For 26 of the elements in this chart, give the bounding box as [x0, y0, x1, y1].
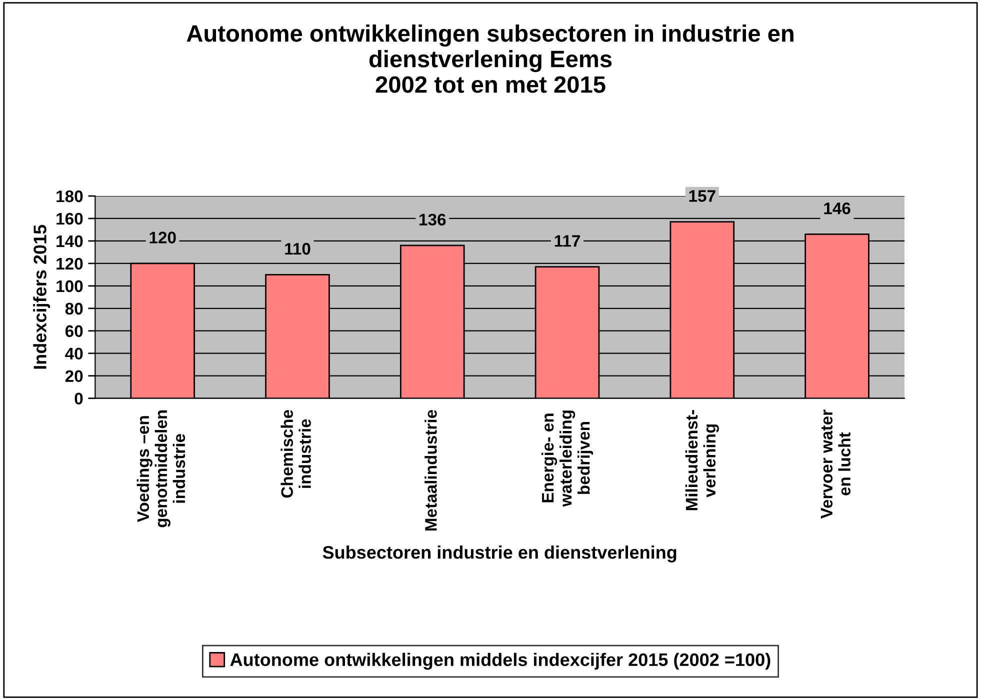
y-tick-label: 60 — [65, 325, 83, 338]
data-label: 117 — [554, 235, 580, 247]
data-label: 110 — [285, 242, 310, 255]
y-tick-label: 180 — [56, 190, 83, 202]
y-tick-label: 20 — [65, 370, 83, 382]
y-tick-label: 160 — [56, 212, 83, 225]
y-tick-label: 100 — [56, 280, 83, 292]
legend-label: Autonome ontwikkelingen middels indexcijfer 2015 (2002 =100) — [230, 652, 770, 670]
x-tick-label: Metaalindustrie — [424, 410, 437, 531]
y-tick-label: 140 — [56, 235, 83, 248]
y-tick-label: 40 — [65, 348, 83, 360]
y-tick-label: 0 — [74, 392, 83, 405]
x-tick-label: Vervoer water en lucht — [820, 410, 850, 519]
y-tick-label: 80 — [65, 302, 83, 315]
x-tick-label: Milieudienst- verlening — [685, 410, 719, 510]
y-tick-label: 120 — [56, 258, 83, 270]
chart-title: Autonome ontwikkelingen subsectoren in industrie en dienstverlening Eems 2002 tot en met 2015 — [186, 24, 794, 93]
data-label: 146 — [824, 202, 850, 214]
x-tick-label: Voedings –en genotmiddelen industrie — [136, 410, 186, 528]
x-tick-label: Chemische industrie — [280, 410, 311, 498]
x-tick-label: Energie- en waterleiding bedrijven — [541, 410, 594, 507]
data-label: 136 — [420, 214, 446, 226]
data-label: 157 — [689, 190, 716, 202]
x-axis-title: Subsectoren industrie en dienstverlening — [322, 546, 676, 562]
data-label: 120 — [150, 232, 176, 244]
y-axis-title: Indexcijfers 2015 — [33, 224, 50, 369]
